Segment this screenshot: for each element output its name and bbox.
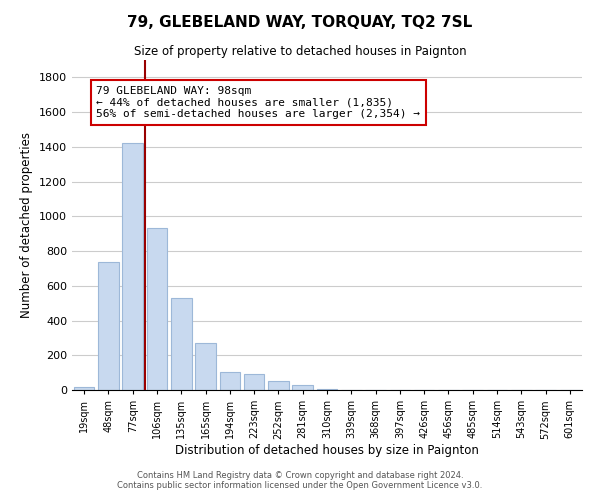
Y-axis label: Number of detached properties: Number of detached properties bbox=[20, 132, 34, 318]
Text: 79 GLEBELAND WAY: 98sqm
← 44% of detached houses are smaller (1,835)
56% of semi: 79 GLEBELAND WAY: 98sqm ← 44% of detache… bbox=[96, 86, 420, 120]
Bar bbox=[122, 144, 143, 390]
Bar bbox=[74, 386, 94, 390]
Text: Size of property relative to detached houses in Paignton: Size of property relative to detached ho… bbox=[134, 45, 466, 58]
X-axis label: Distribution of detached houses by size in Paignton: Distribution of detached houses by size … bbox=[175, 444, 479, 457]
Bar bbox=[292, 385, 313, 390]
Bar bbox=[146, 228, 167, 390]
Bar bbox=[268, 382, 289, 390]
Bar bbox=[195, 343, 216, 390]
Bar bbox=[98, 262, 119, 390]
Bar bbox=[171, 298, 191, 390]
Bar bbox=[220, 372, 240, 390]
Bar bbox=[244, 374, 265, 390]
Text: 79, GLEBELAND WAY, TORQUAY, TQ2 7SL: 79, GLEBELAND WAY, TORQUAY, TQ2 7SL bbox=[127, 15, 473, 30]
Text: Contains HM Land Registry data © Crown copyright and database right 2024.
Contai: Contains HM Land Registry data © Crown c… bbox=[118, 470, 482, 490]
Bar bbox=[317, 388, 337, 390]
